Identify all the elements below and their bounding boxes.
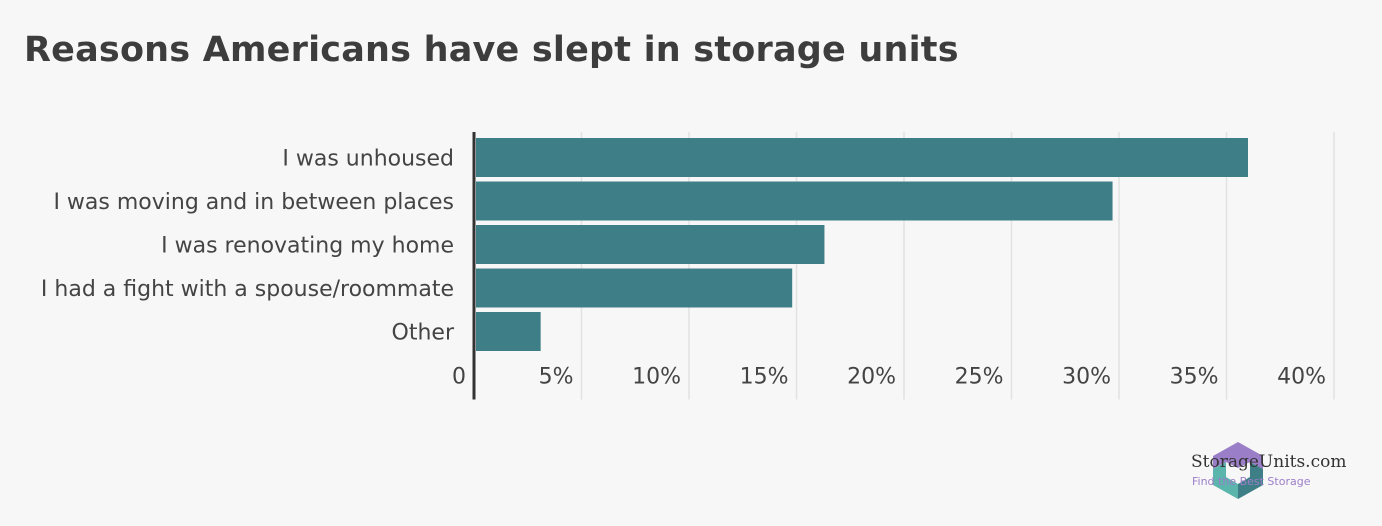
bar: [476, 312, 541, 351]
x-tick-label: 10%: [632, 365, 681, 390]
category-label: I was unhoused: [282, 147, 454, 172]
category-label: I was renovating my home: [161, 234, 454, 259]
x-tick-label: 5%: [539, 365, 574, 390]
bar: [476, 225, 825, 264]
category-label: I had a fight with a spouse/roommate: [41, 277, 454, 302]
x-tick-label: 30%: [1062, 365, 1111, 390]
bar: [476, 138, 1248, 177]
storageunits-logo: [1213, 442, 1263, 499]
brand-name: StorageUnits.com: [1191, 452, 1347, 472]
category-label: I was moving and in between places: [53, 190, 454, 215]
category-label: Other: [392, 321, 455, 346]
x-tick-label: 15%: [740, 365, 789, 390]
bar: [476, 268, 793, 308]
x-tick-label: 0: [452, 365, 466, 390]
x-tick-label: 35%: [1170, 365, 1219, 390]
x-tick-label: 40%: [1277, 365, 1326, 390]
x-tick-label: 25%: [955, 365, 1004, 390]
x-tick-label: 20%: [847, 365, 896, 390]
chart-title: Reasons Americans have slept in storage …: [24, 30, 959, 70]
bar: [476, 181, 1113, 221]
brand-tagline: Find the Best Storage: [1192, 475, 1311, 488]
